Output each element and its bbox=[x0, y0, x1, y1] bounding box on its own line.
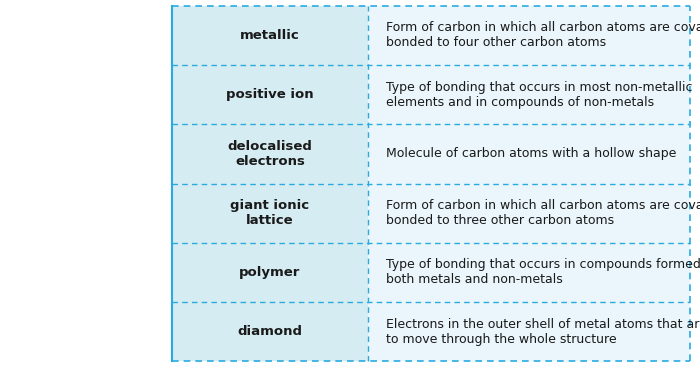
Text: Electrons in the outer shell of metal atoms that are free
to move through the wh: Electrons in the outer shell of metal at… bbox=[386, 318, 700, 346]
Text: Form of carbon in which all carbon atoms are covalently
bonded to four other car: Form of carbon in which all carbon atoms… bbox=[386, 21, 700, 49]
Bar bbox=[172, 302, 368, 361]
Bar bbox=[172, 243, 368, 302]
Bar bbox=[368, 302, 690, 361]
Text: diamond: diamond bbox=[237, 325, 302, 338]
Text: Form of carbon in which all carbon atoms are covalently
bonded to three other ca: Form of carbon in which all carbon atoms… bbox=[386, 199, 700, 227]
Text: delocalised
electrons: delocalised electrons bbox=[228, 140, 312, 168]
Bar bbox=[172, 184, 368, 243]
Bar bbox=[368, 124, 690, 184]
Text: metallic: metallic bbox=[240, 29, 300, 42]
Text: polymer: polymer bbox=[239, 266, 300, 279]
Text: giant ionic
lattice: giant ionic lattice bbox=[230, 199, 309, 227]
Bar bbox=[368, 184, 690, 243]
Bar bbox=[368, 65, 690, 124]
Text: Type of bonding that occurs in most non-metallic
elements and in compounds of no: Type of bonding that occurs in most non-… bbox=[386, 80, 692, 109]
Bar bbox=[172, 124, 368, 184]
Bar bbox=[368, 6, 690, 65]
Text: Type of bonding that occurs in compounds formed from
both metals and non-metals: Type of bonding that occurs in compounds… bbox=[386, 258, 700, 287]
Text: positive ion: positive ion bbox=[226, 88, 314, 101]
Bar bbox=[172, 6, 368, 65]
Text: Molecule of carbon atoms with a hollow shape: Molecule of carbon atoms with a hollow s… bbox=[386, 147, 676, 160]
Bar bbox=[368, 243, 690, 302]
Bar bbox=[172, 65, 368, 124]
